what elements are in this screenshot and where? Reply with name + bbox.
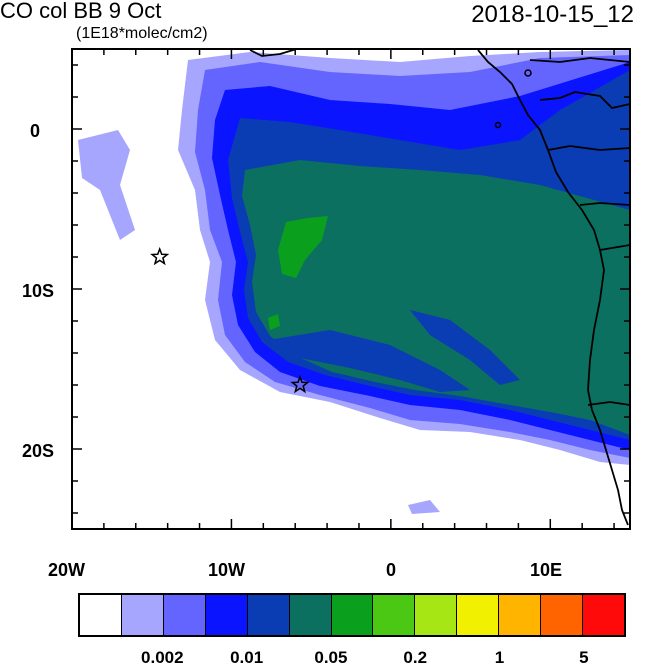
colorbar-label: 0.05 (314, 648, 348, 667)
colorbar-swatch (415, 595, 458, 635)
y-tick-10s: 10S (22, 281, 55, 301)
y-tick-20s: 20S (22, 441, 55, 461)
x-tick-10w: 10W (208, 560, 246, 580)
plume-level-6 (278, 216, 328, 278)
plume-level-1b (78, 130, 135, 240)
coastline (249, 49, 630, 526)
x-tick-0: 0 (386, 560, 397, 580)
star-marker-south (290, 374, 310, 394)
colorbar-label: 0.002 (141, 648, 184, 667)
star-marker-west (150, 246, 170, 266)
plume-streak-1 (268, 330, 470, 392)
colorbar-swatch (289, 595, 332, 635)
colorbar-swatch (541, 595, 584, 635)
colorbar-label: 0.2 (403, 648, 428, 667)
y-tick-0: 0 (30, 121, 41, 141)
plume-level-1c (408, 500, 440, 514)
colorbar-swatch (373, 595, 416, 635)
plume-level-5 (242, 160, 630, 435)
map-plot (71, 48, 631, 530)
plume-streak-2 (410, 310, 520, 385)
colorbar-swatch (583, 595, 624, 635)
co-field (72, 49, 630, 529)
x-tick-10e: 10E (530, 560, 563, 580)
colorbar-swatch (331, 595, 374, 635)
colorbar-label: 0.01 (230, 648, 264, 667)
colorbar-label: 5 (579, 648, 589, 667)
colorbar (78, 593, 626, 637)
island-marker-2 (524, 69, 532, 77)
x-tick-20w: 20W (48, 560, 86, 580)
map-title: CO col BB 9 Oct (0, 0, 162, 23)
colorbar-swatch (499, 595, 542, 635)
colorbar-swatch (205, 595, 248, 635)
colorbar-label: 1 (494, 648, 505, 667)
colorbar-swatch (247, 595, 290, 635)
datetime-label: 2018-10-15_12 (471, 1, 634, 28)
colorbar-swatch (457, 595, 500, 635)
colorbar-swatch (121, 595, 164, 635)
plume-level-6b (268, 314, 280, 330)
colorbar-swatch (163, 595, 206, 635)
colorbar-swatch (80, 595, 122, 635)
star-markers (150, 246, 310, 394)
island-marker (494, 121, 502, 129)
axis-ticks (71, 49, 630, 529)
units-label: (1E18*molec/cm2) (76, 25, 208, 42)
